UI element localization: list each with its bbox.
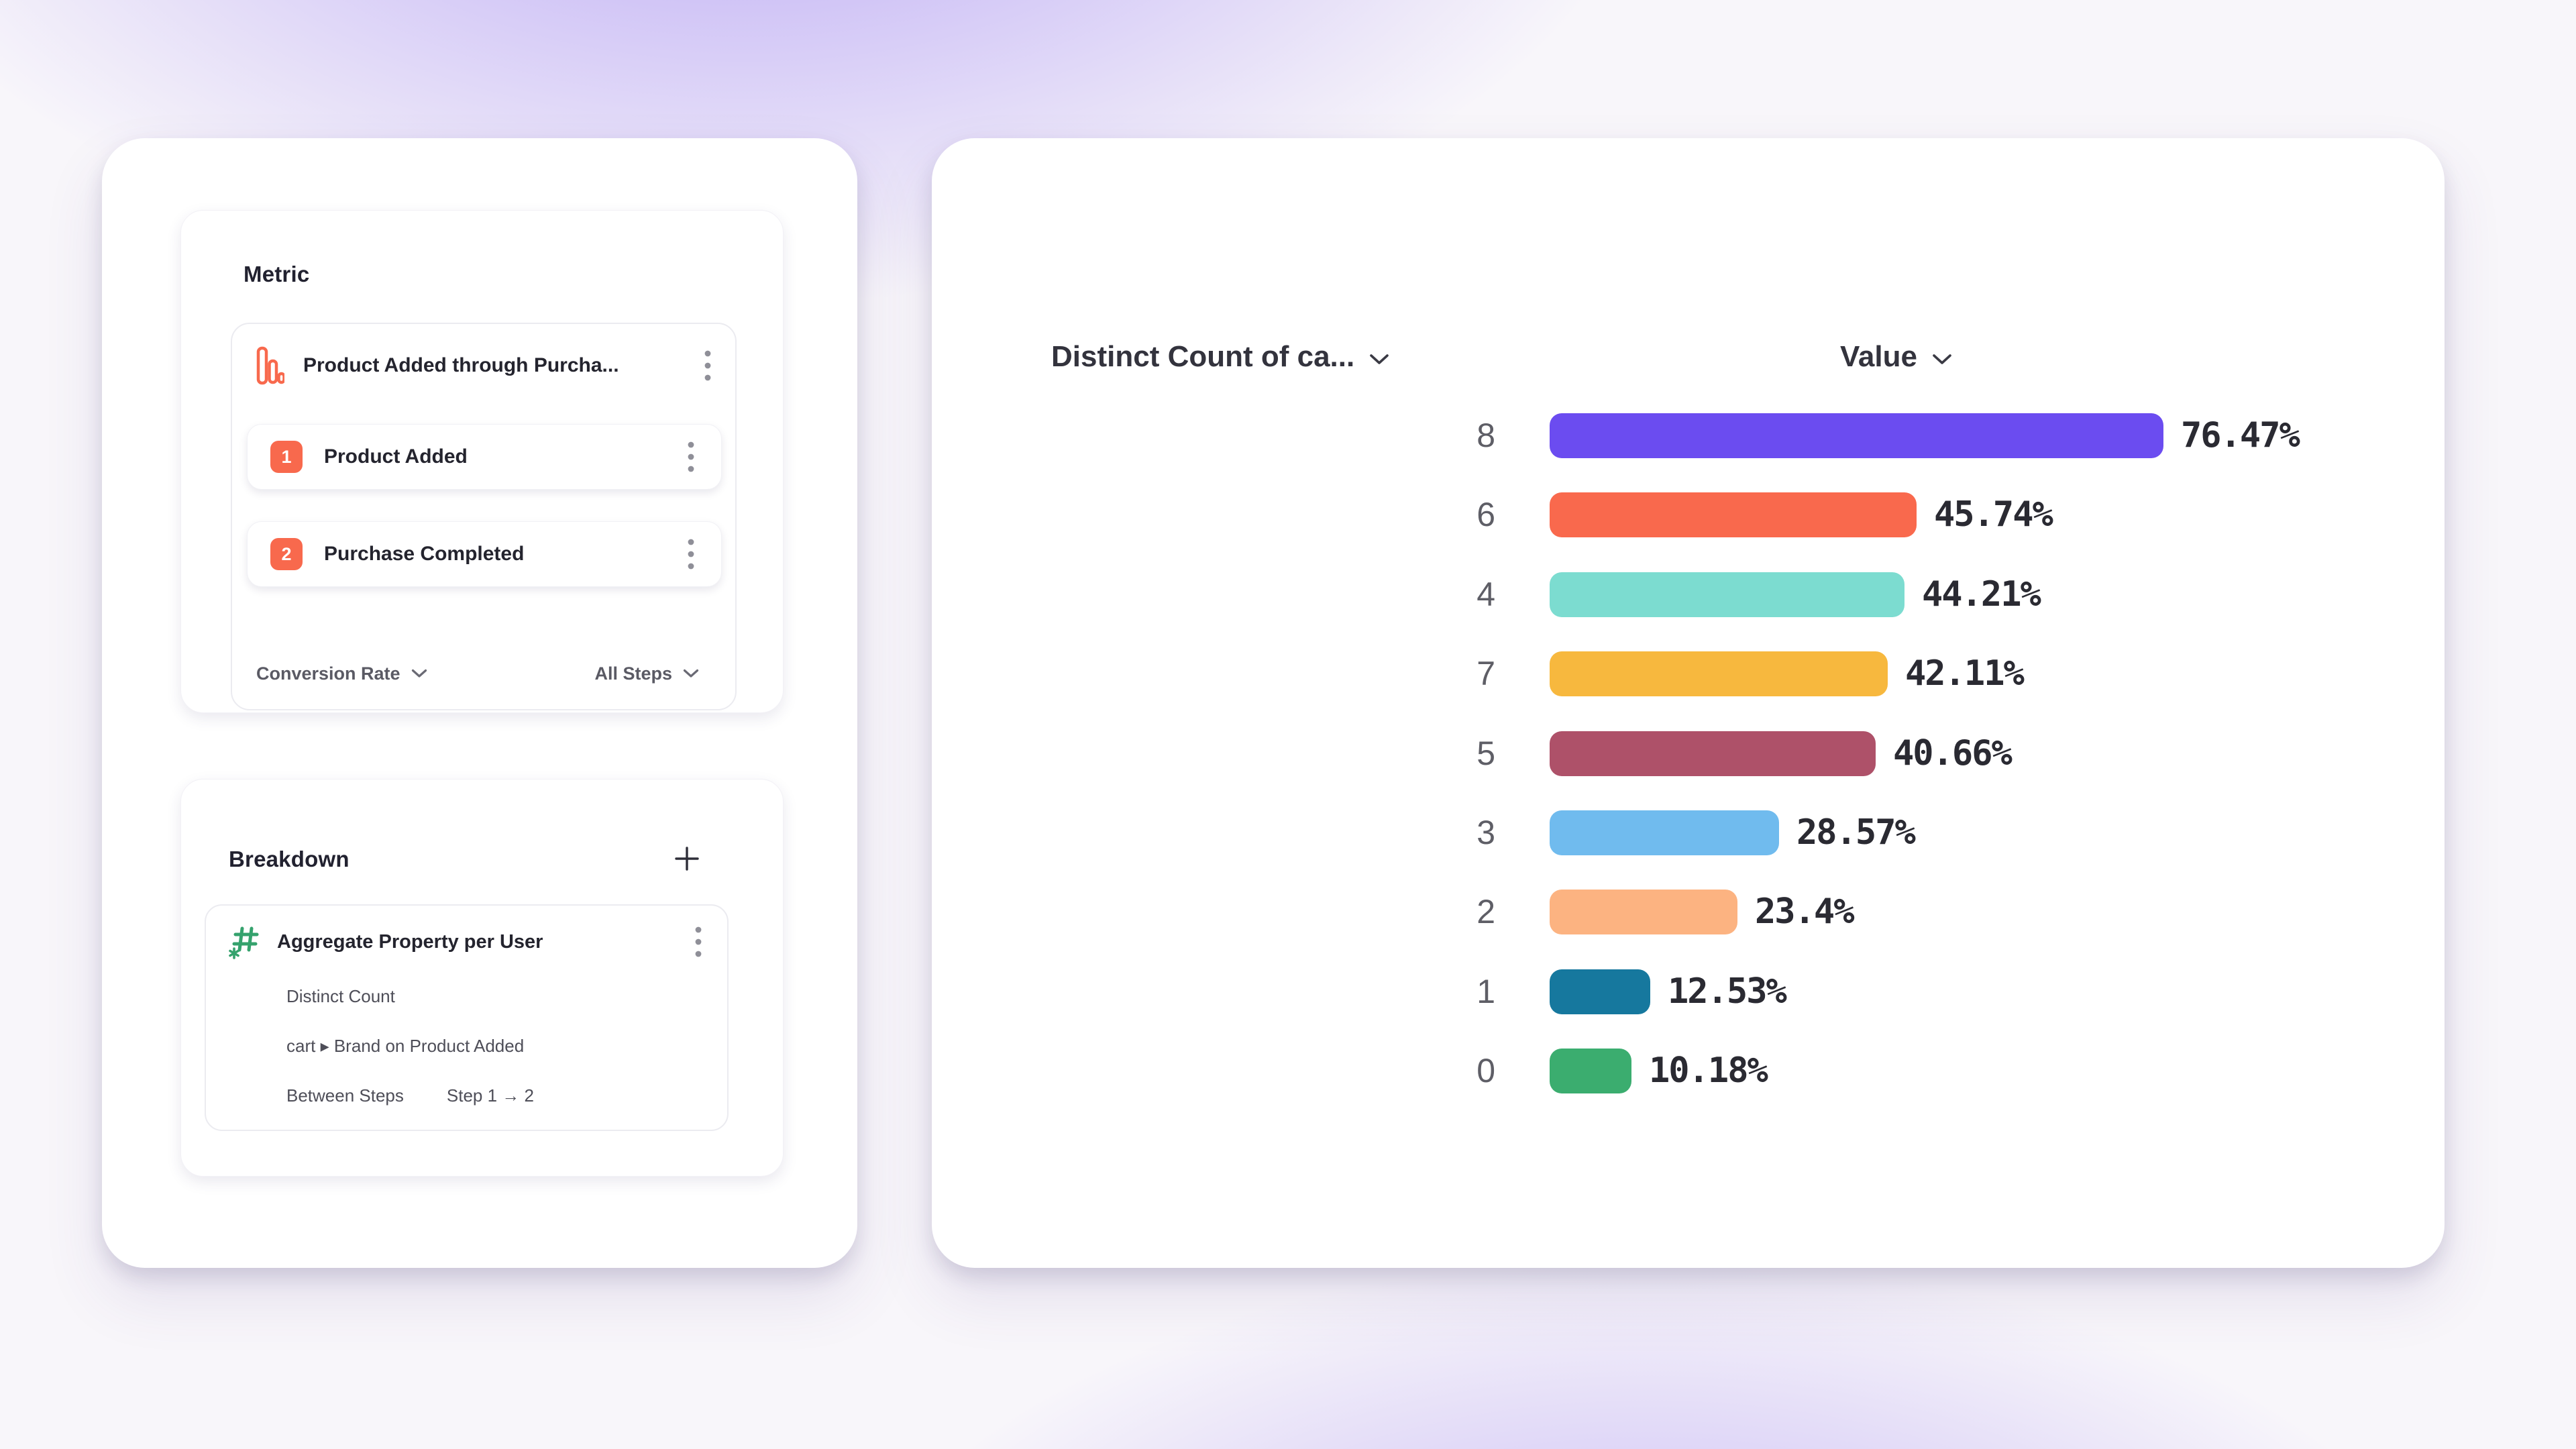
chart-row: 3 28.57% (932, 810, 2445, 855)
row-value-label: 23.4% (1755, 892, 1855, 932)
row-value-label: 45.74% (1934, 494, 2053, 535)
row-bar[interactable] (1550, 413, 2163, 458)
breakdown-panel: Breakdown (180, 779, 784, 1177)
chart-row: 2 23.4% (932, 890, 2445, 934)
row-bar[interactable] (1550, 731, 1876, 776)
step-number-badge: 2 (270, 538, 303, 570)
row-category-label: 7 (1477, 655, 1495, 692)
row-category-label: 0 (1477, 1052, 1495, 1089)
step-label: Purchase Completed (324, 543, 525, 565)
value-column-label: Value (1840, 340, 1917, 373)
chevron-down-icon (683, 669, 699, 678)
row-value-label: 12.53% (1668, 971, 1787, 1012)
query-builder-card: Metric Product Added through Purcha... (102, 138, 857, 1268)
metric-event-group: Product Added through Purcha... 1 Produc… (231, 323, 737, 710)
row-bar[interactable] (1550, 651, 1888, 696)
row-bar[interactable] (1550, 572, 1904, 617)
category-column-label: Distinct Count of ca... (1051, 340, 1355, 373)
row-category-label: 4 (1477, 576, 1495, 613)
breakdown-detail-aggregation: Distinct Count (286, 986, 395, 1006)
breakdown-detail-between-steps: Between Steps Step 1 → 2 (286, 1085, 534, 1106)
chart-row: 0 10.18% (932, 1049, 2445, 1093)
row-value-label: 76.47% (2181, 415, 2300, 455)
chevron-down-icon (411, 669, 427, 678)
plus-icon (674, 846, 700, 871)
kebab-menu-icon[interactable] (681, 441, 701, 473)
metric-event-row[interactable]: Product Added through Purcha... (256, 339, 718, 392)
kebab-menu-icon[interactable] (698, 350, 718, 382)
row-value-label: 28.57% (1796, 812, 1916, 853)
step-number-badge: 1 (270, 441, 303, 473)
chart-row: 5 40.66% (932, 731, 2445, 776)
chevron-down-icon (1932, 354, 1952, 365)
row-category-label: 8 (1477, 417, 1495, 454)
conversion-rate-dropdown[interactable]: Conversion Rate (256, 663, 427, 684)
funnel-step-row-1[interactable]: 1 Product Added (247, 424, 722, 490)
add-breakdown-button[interactable] (671, 843, 703, 875)
metric-event-title: Product Added through Purcha... (303, 354, 619, 376)
value-column-header[interactable]: Value (1840, 339, 1952, 374)
row-category-label: 3 (1477, 814, 1495, 851)
dropdown-label: Conversion Rate (256, 663, 400, 684)
step-label: Product Added (324, 445, 468, 468)
metric-panel-title: Metric (244, 262, 310, 286)
breakdown-item-header: Aggregate Property per User (229, 923, 708, 961)
row-bar[interactable] (1550, 492, 1917, 537)
row-category-label: 5 (1477, 735, 1495, 772)
chevron-down-icon (1369, 354, 1389, 365)
kebab-menu-icon[interactable] (681, 538, 701, 570)
chart-row: 1 12.53% (932, 969, 2445, 1014)
row-bar[interactable] (1550, 810, 1779, 855)
row-category-label: 1 (1477, 973, 1495, 1010)
chart-row: 4 44.21% (932, 572, 2445, 617)
aggregate-property-icon (229, 924, 261, 959)
chart-card: Distinct Count of ca... Value 8 76.47% 6… (932, 138, 2445, 1268)
breakdown-item[interactable]: Aggregate Property per User Distinct Cou… (205, 904, 729, 1131)
breakdown-item-title: Aggregate Property per User (277, 930, 543, 953)
between-steps-label: Between Steps (286, 1085, 404, 1106)
chart-row: 8 76.47% (932, 413, 2445, 458)
row-bar[interactable] (1550, 1049, 1631, 1093)
row-category-label: 2 (1477, 893, 1495, 930)
funnel-chart-icon (256, 346, 284, 385)
row-bar[interactable] (1550, 969, 1650, 1014)
row-value-label: 44.21% (1922, 574, 2041, 614)
funnel-step-row-2[interactable]: 2 Purchase Completed (247, 521, 722, 587)
category-column-header[interactable]: Distinct Count of ca... (1051, 339, 1389, 374)
metric-panel: Metric Product Added through Purcha... (180, 210, 784, 713)
breakdown-panel-title: Breakdown (229, 847, 350, 871)
dropdown-label: All Steps (594, 663, 672, 684)
between-steps-value: Step 1 → 2 (446, 1085, 534, 1106)
chart-row: 6 45.74% (932, 492, 2445, 537)
funnel-footer: Conversion Rate All Steps (256, 655, 699, 692)
row-value-label: 40.66% (1893, 733, 2012, 773)
row-value-label: 42.11% (1905, 653, 2025, 694)
kebab-menu-icon[interactable] (688, 926, 708, 958)
row-category-label: 6 (1477, 496, 1495, 533)
breakdown-detail-property: cart ▸ Brand on Product Added (286, 1036, 525, 1056)
row-bar[interactable] (1550, 890, 1737, 934)
chart-row: 7 42.11% (932, 651, 2445, 696)
all-steps-dropdown[interactable]: All Steps (594, 663, 699, 684)
row-value-label: 10.18% (1649, 1051, 1768, 1091)
chart-rows: 8 76.47% 6 45.74% 4 44.21% 7 42.11% 5 40… (932, 138, 2445, 1268)
